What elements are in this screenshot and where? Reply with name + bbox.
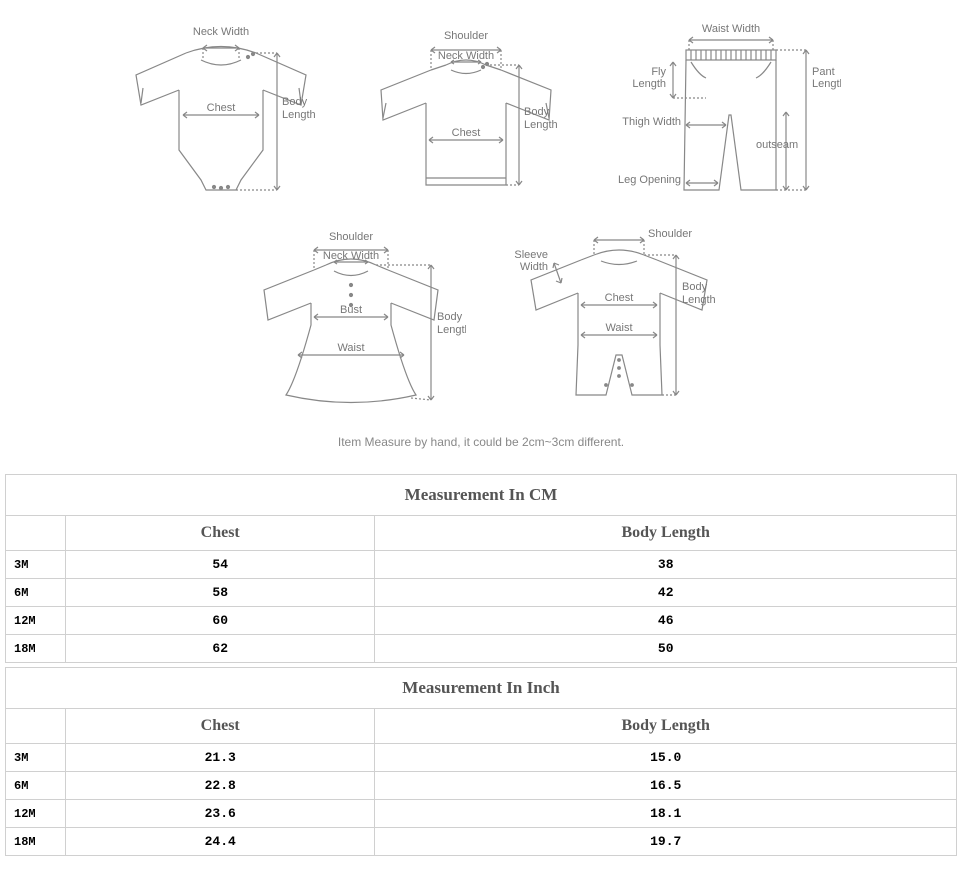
label-fly1: Fly: [651, 66, 666, 78]
diagram-dress: Shoulder Neck Width Bust Waist Body Leng…: [236, 225, 466, 410]
measurement-note: Item Measure by hand, it could be 2cm~3c…: [0, 425, 962, 474]
table-row: 12M23.618.1: [6, 800, 957, 828]
label-bl1: Body: [682, 281, 708, 293]
label-thigh: Thigh Width: [622, 116, 681, 128]
label-chest: Chest: [605, 292, 634, 304]
label-bl1: Body: [437, 311, 463, 323]
table-row: 6M5842: [6, 579, 957, 607]
col-chest: Chest: [66, 516, 375, 551]
diagram-pants: Waist Width Fly Length Pant Length Thigh…: [611, 20, 841, 205]
label-outseam: outseam: [756, 139, 798, 151]
label-body-length-1: Body: [282, 96, 308, 108]
col-size: [6, 709, 66, 744]
label-waist: Waist: [605, 322, 632, 334]
table-cm-title: Measurement In CM: [6, 475, 957, 516]
label-bl2: Length: [524, 119, 558, 131]
label-body-length-2: Length: [282, 109, 316, 121]
col-chest: Chest: [66, 709, 375, 744]
label-neck-width: Neck Width: [323, 250, 379, 262]
label-shoulder: Shoulder: [648, 228, 692, 240]
label-pl1: Pant: [812, 66, 835, 78]
label-sw2: Width: [520, 261, 548, 273]
diagrams-row-bottom: Shoulder Neck Width Bust Waist Body Leng…: [0, 215, 962, 425]
table-inch: Measurement In Inch Chest Body Length 3M…: [5, 667, 957, 856]
label-fly2: Length: [632, 78, 666, 90]
label-shoulder: Shoulder: [444, 30, 488, 42]
label-chest: Chest: [207, 102, 236, 114]
label-pl2: Length: [812, 78, 841, 90]
label-neck-width: Neck Width: [438, 50, 494, 62]
label-leg-opening: Leg Opening: [618, 174, 681, 186]
diagram-bodysuit: Neck Width Chest Body Length: [121, 20, 321, 205]
diagram-romper: Shoulder Sleeve Width Chest Waist Body L…: [506, 225, 726, 410]
label-neck-width: Neck Width: [193, 26, 249, 38]
diagrams-row-top: Neck Width Chest Body Length: [0, 0, 962, 215]
col-body-length: Body Length: [375, 709, 957, 744]
size-tables: Measurement In CM Chest Body Length 3M54…: [0, 474, 962, 856]
table-row: 18M6250: [6, 635, 957, 663]
label-chest: Chest: [452, 127, 481, 139]
label-waist: Waist: [337, 342, 364, 354]
table-row: 12M6046: [6, 607, 957, 635]
table-row: 18M24.419.7: [6, 828, 957, 856]
col-size: [6, 516, 66, 551]
table-row: 3M5438: [6, 551, 957, 579]
label-bust: Bust: [340, 304, 362, 316]
table-row: 3M21.315.0: [6, 744, 957, 772]
label-waist-width: Waist Width: [702, 23, 760, 35]
label-bl2: Length: [437, 324, 466, 336]
table-row: 6M22.816.5: [6, 772, 957, 800]
label-bl1: Body: [524, 106, 550, 118]
table-inch-title: Measurement In Inch: [6, 668, 957, 709]
diagram-top: Shoulder Neck Width Chest Body Length: [361, 20, 571, 205]
label-bl2: Length: [682, 294, 716, 306]
table-cm: Measurement In CM Chest Body Length 3M54…: [5, 474, 957, 663]
label-shoulder: Shoulder: [329, 231, 373, 243]
col-body-length: Body Length: [375, 516, 957, 551]
label-sw1: Sleeve: [514, 249, 548, 261]
